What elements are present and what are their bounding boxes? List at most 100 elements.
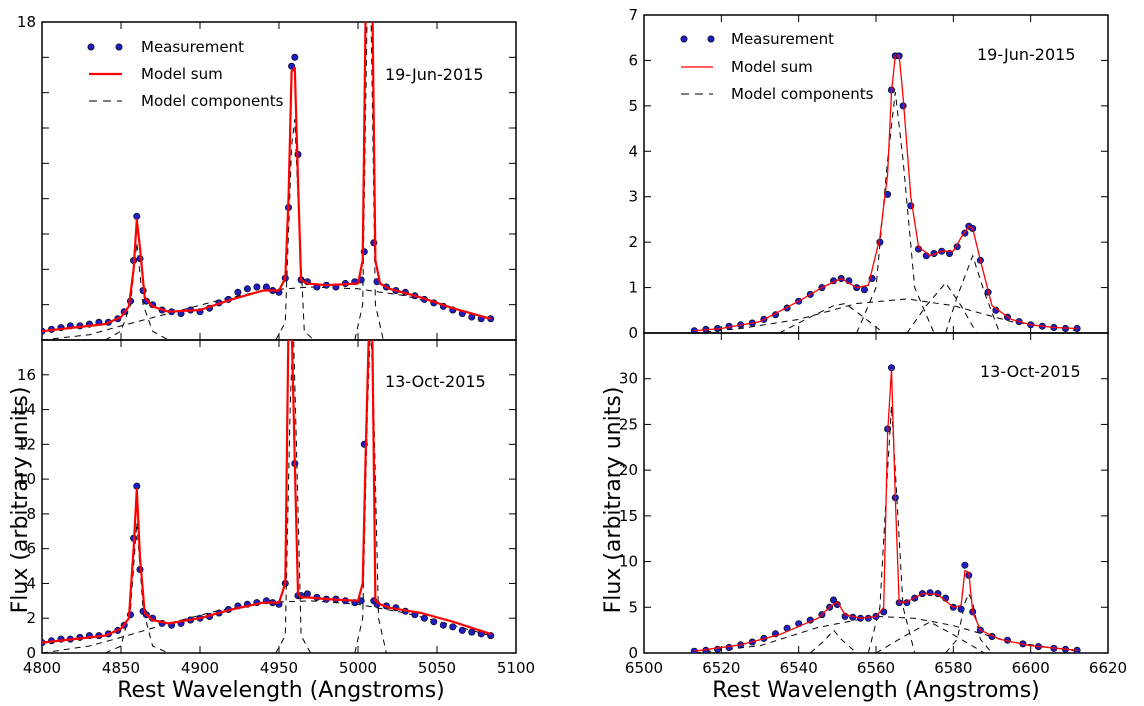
y-tick-label: 2 (26, 609, 36, 627)
measurement-point (957, 605, 965, 613)
x-tick-label: 5050 (418, 659, 456, 677)
measurement-point (926, 589, 934, 597)
y-tick-label: 8 (26, 505, 36, 523)
x-tick-label: 5000 (339, 659, 377, 677)
tick-marks (643, 14, 1109, 334)
y-tick-label: 2 (628, 233, 638, 251)
x-tick-label: 6580 (934, 659, 972, 677)
model-component-line (275, 119, 315, 340)
model-component-line (354, 340, 387, 653)
measurement-point (449, 623, 457, 631)
y-tick-label: 1 (628, 279, 638, 297)
measurement-point (234, 288, 242, 296)
legend-model-sum-label: Model sum (141, 65, 223, 83)
x-tick-labels: 4800 4850 4900 4950 5000 5050 5100 (23, 659, 535, 677)
x-tick-label: 6500 (625, 659, 663, 677)
plot-panel-left-top: 18 19-Jun-2015 Measurement Model sum Mod… (17, 13, 517, 341)
model-component-line (42, 286, 491, 340)
y-tick-label: 6 (26, 540, 36, 558)
measurement-point (884, 190, 892, 198)
x-tick-label: 5100 (497, 659, 535, 677)
series-layer (42, 319, 495, 653)
y-tick-label: 14 (17, 401, 36, 419)
measurement-point (829, 596, 837, 604)
model-sum-line (694, 55, 1078, 332)
plot-panel-right-top: 0 1 2 3 4 5 6 7 19-Jun-2015 Measurement Model s… (628, 6, 1109, 342)
y-tick-labels: 0 5 10 15 20 25 30 (619, 370, 638, 662)
model-component-line (354, 22, 384, 340)
legend-measurement-marker (707, 35, 715, 43)
y-tick-label: 4 (628, 142, 638, 160)
tick-marks (41, 340, 517, 654)
model-sum-line (42, 340, 492, 644)
y-tick-label: 0 (628, 644, 638, 662)
measurement-point (468, 628, 476, 636)
measurement-point (961, 561, 969, 569)
y-tick-label: 30 (619, 370, 638, 388)
measurement-point (439, 621, 447, 629)
date-label: 13-Oct-2015 (980, 362, 1081, 381)
y-tick-label: 6 (628, 51, 638, 69)
measurement-point (133, 212, 141, 220)
plot-panel-right-bottom: 0 5 10 15 20 25 30 6500 6520 6540 6560 6580 6600 662… (619, 332, 1127, 677)
y-tick-label: 10 (17, 470, 36, 488)
y-axis-label-left: Flux (arbitrary units) (8, 387, 33, 614)
measurement-point (864, 614, 872, 622)
measurement-point (133, 482, 141, 490)
y-tick-labels: 18 (17, 13, 36, 31)
measurement-point (288, 62, 296, 70)
measurement-point (860, 286, 868, 294)
y-tick-labels: 0 1 2 3 4 5 6 7 (628, 6, 638, 342)
model-component-line (104, 242, 169, 340)
x-tick-label: 6620 (1089, 659, 1127, 677)
model-component-line (906, 282, 977, 333)
plot-panel-left-bottom: 0 2 4 6 8 10 12 14 16 4800 4850 4900 4950 5000 5050 51… (17, 319, 535, 677)
x-tick-label: 6520 (702, 659, 740, 677)
legend: Measurement Model sum Model components (87, 38, 284, 110)
measurement-point (420, 614, 428, 622)
legend-measurement-marker (87, 43, 95, 51)
measurement-point (945, 250, 953, 258)
y-tick-label: 25 (619, 415, 638, 433)
y-tick-label: 15 (619, 507, 638, 525)
tick-marks (643, 333, 1109, 654)
legend-measurement-label: Measurement (731, 30, 834, 48)
y-tick-label: 3 (628, 188, 638, 206)
measurement-point (253, 283, 261, 291)
model-component-line (694, 298, 1078, 333)
measurement-point (430, 618, 438, 626)
y-tick-label: 18 (17, 13, 36, 31)
model-component-line (809, 629, 858, 653)
y-tick-label: 12 (17, 435, 36, 453)
x-tick-label: 6600 (1012, 659, 1050, 677)
date-label: 13-Oct-2015 (385, 372, 486, 391)
y-tick-label: 16 (17, 366, 36, 384)
y-tick-label: 0 (628, 324, 638, 342)
measurement-point (262, 283, 270, 291)
model-component-line (945, 592, 993, 653)
x-tick-label: 4800 (23, 659, 61, 677)
x-tick-label: 4850 (102, 659, 140, 677)
measurement-point (288, 319, 294, 325)
y-tick-labels: 0 2 4 6 8 10 12 14 16 (17, 366, 36, 662)
y-tick-label: 7 (628, 6, 638, 24)
y-tick-label: 0 (26, 644, 36, 662)
measurement-point (364, 319, 370, 325)
measurement-point (367, 319, 373, 325)
x-tick-label: 4900 (181, 659, 219, 677)
y-axis-label-right: Flux (arbitrary units) (601, 387, 626, 614)
plot-frame (643, 332, 1109, 654)
model-component-line (867, 406, 916, 653)
model-component-line (945, 254, 1001, 333)
legend-measurement-marker (115, 43, 123, 51)
date-label: 19-Jun-2015 (385, 65, 484, 84)
series-layer (690, 364, 1081, 653)
model-sum-line (42, 22, 491, 333)
date-label: 19-Jun-2015 (977, 45, 1076, 64)
y-tick-label: 20 (619, 461, 638, 479)
legend-model-sum-label: Model sum (731, 58, 813, 76)
measurement-point (285, 328, 291, 334)
series-layer (42, 22, 495, 340)
y-tick-label: 5 (628, 598, 638, 616)
